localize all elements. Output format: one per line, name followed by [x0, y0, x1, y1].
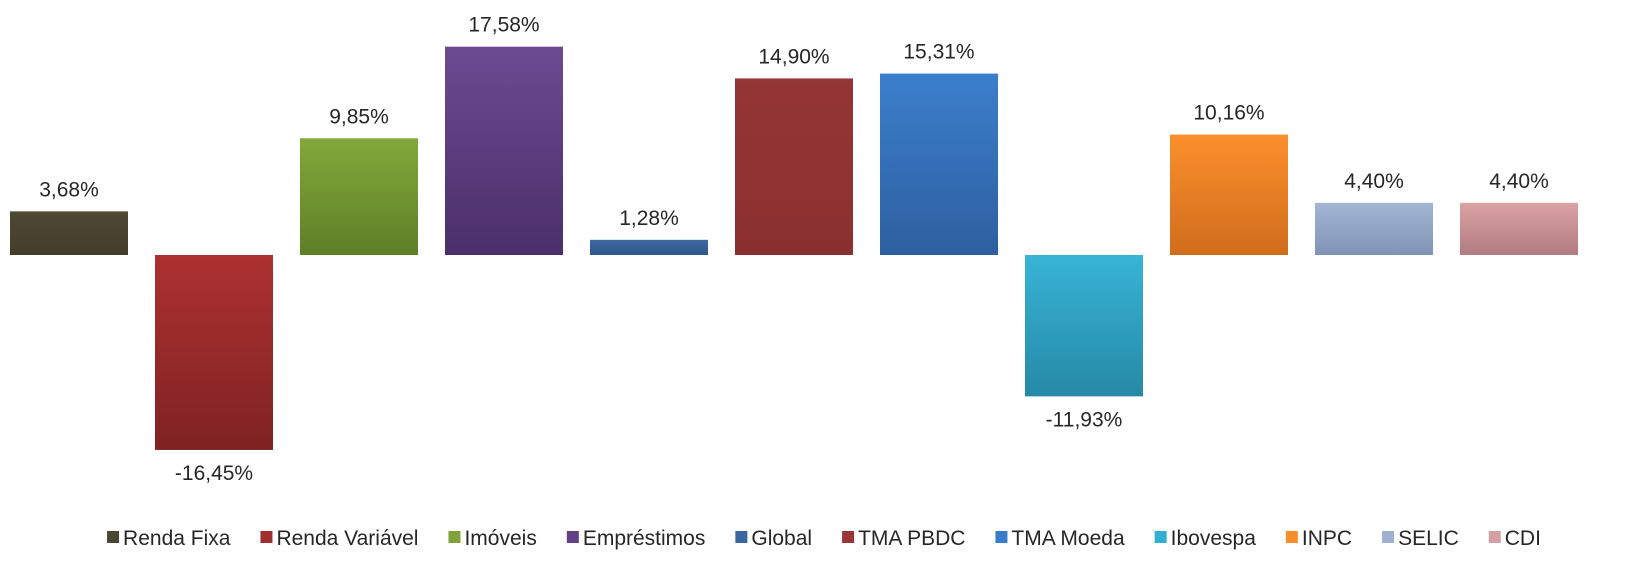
legend-label-global: Global: [751, 527, 812, 550]
value-label-renda-variavel: -16,45%: [175, 462, 253, 485]
legend-item-tma-pbdc: TMA PBDC: [842, 527, 965, 550]
bars-group: [10, 46, 1578, 450]
legend-swatch-renda-variavel: [260, 531, 273, 543]
legend-label-selic: SELIC: [1398, 527, 1459, 550]
legend-item-cdi: CDI: [1488, 527, 1541, 550]
legend-swatch-imoveis: [448, 531, 461, 543]
legend-item-ibovespa: Ibovespa: [1154, 527, 1257, 550]
legend-swatch-tma-moeda: [995, 531, 1008, 543]
value-label-imoveis: 9,85%: [329, 105, 389, 128]
value-label-selic: 4,40%: [1344, 170, 1404, 193]
value-label-emprestimos: 17,58%: [468, 14, 539, 37]
legend-swatch-cdi: [1488, 531, 1501, 543]
bar-inpc: [1170, 134, 1288, 255]
value-label-ibovespa: -11,93%: [1046, 408, 1123, 431]
legend-label-imoveis: Imóveis: [464, 527, 536, 550]
legend-label-renda-fixa: Renda Fixa: [123, 527, 231, 550]
legend-label-renda-variavel: Renda Variável: [276, 527, 418, 550]
bar-cdi: [1460, 202, 1578, 255]
legend-swatch-selic: [1382, 531, 1395, 543]
legend-item-renda-variavel: Renda Variável: [260, 527, 418, 550]
bar-selic: [1315, 202, 1433, 255]
value-label-renda-fixa: 3,68%: [39, 178, 99, 201]
value-label-inpc: 10,16%: [1193, 102, 1264, 125]
legend-item-tma-moeda: TMA Moeda: [995, 527, 1125, 550]
legend-item-emprestimos: Empréstimos: [566, 527, 706, 550]
value-label-tma-moeda: 15,31%: [903, 41, 974, 64]
legend-item-imoveis: Imóveis: [448, 527, 537, 550]
legend-swatch-tma-pbdc: [842, 531, 855, 543]
bar-emprestimos: [445, 46, 563, 255]
bar-imoveis: [300, 138, 418, 255]
bar-tma-pbdc: [735, 78, 853, 255]
legend-label-emprestimos: Empréstimos: [583, 527, 706, 550]
value-label-global: 1,28%: [619, 207, 679, 230]
legend-label-tma-moeda: TMA Moeda: [1011, 527, 1125, 550]
value-label-tma-pbdc: 14,90%: [758, 45, 829, 68]
value-labels-group: 3,68% -16,45% 9,85% 17,58% 1,28% 14,90% 15,31%…: [39, 14, 1549, 485]
legend-label-inpc: INPC: [1302, 527, 1352, 550]
bar-renda-fixa: [10, 211, 128, 255]
legend: Renda Fixa Renda Variável Imóveis Empréstim…: [107, 527, 1541, 550]
legend-swatch-inpc: [1285, 531, 1298, 543]
bar-tma-moeda: [880, 73, 998, 255]
legend-label-tma-pbdc: TMA PBDC: [858, 527, 965, 550]
legend-item-inpc: INPC: [1285, 527, 1352, 550]
legend-swatch-ibovespa: [1154, 531, 1167, 543]
bar-renda-variavel: [155, 255, 273, 450]
legend-swatch-emprestimos: [566, 531, 579, 543]
legend-item-global: Global: [735, 527, 812, 550]
bar-ibovespa: [1025, 255, 1143, 397]
legend-swatch-renda-fixa: [107, 531, 120, 543]
legend-label-cdi: CDI: [1505, 527, 1541, 550]
value-label-cdi: 4,40%: [1489, 170, 1549, 193]
legend-swatch-global: [735, 531, 748, 543]
legend-item-renda-fixa: Renda Fixa: [107, 527, 231, 550]
bar-global: [590, 239, 708, 255]
legend-label-ibovespa: Ibovespa: [1171, 527, 1257, 550]
legend-item-selic: SELIC: [1382, 527, 1459, 550]
